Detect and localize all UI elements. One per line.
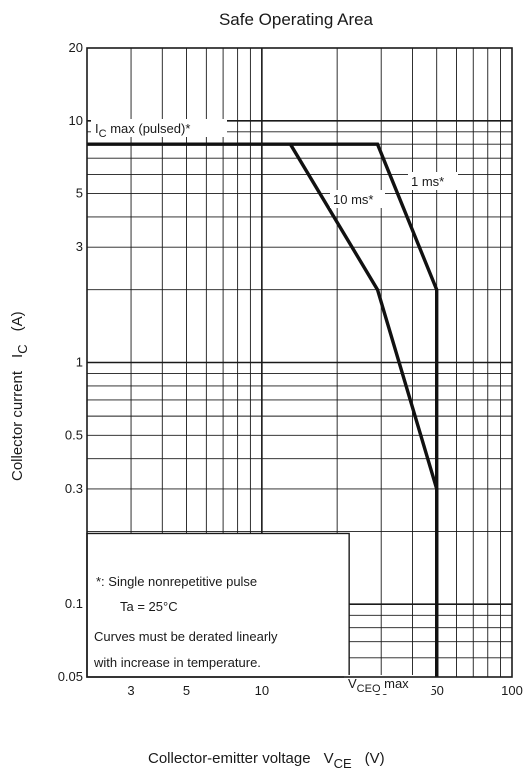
y-axis-label-symbol: I bbox=[9, 354, 26, 358]
x-axis-label-unit: (V) bbox=[365, 750, 385, 767]
note-line-2: Ta = 25°C bbox=[120, 599, 178, 614]
note-line-1: *: Single nonrepetitive pulse bbox=[96, 574, 257, 589]
x-tick-label: 5 bbox=[183, 683, 190, 698]
vceo-max-subscript: CEO bbox=[357, 683, 381, 695]
plot-frame bbox=[86, 47, 513, 678]
y-axis-label-prefix: Collector current bbox=[9, 370, 26, 481]
note-line-3: Curves must be derated linearly bbox=[94, 629, 278, 644]
ic-max-label: IC max (pulsed)* bbox=[95, 121, 190, 140]
label-1ms: 1 ms* bbox=[411, 174, 444, 189]
y-axis-label: Collector current IC (A) bbox=[9, 311, 30, 481]
x-tick-label: 3 bbox=[127, 683, 134, 698]
note-line-4: with increase in temperature. bbox=[93, 655, 261, 670]
x-axis-label-prefix: Collector-emitter voltage bbox=[148, 750, 311, 767]
y-tick-label: 3 bbox=[76, 239, 83, 254]
chart-title: Safe Operating Area bbox=[219, 10, 374, 29]
x-tick-label: 10 bbox=[255, 683, 269, 698]
y-axis-label-unit: (A) bbox=[9, 311, 26, 331]
vceo-max-label: VCEO max bbox=[348, 676, 409, 695]
vceo-max-symbol: V bbox=[348, 676, 357, 691]
x-axis-label-symbol: V bbox=[324, 750, 334, 767]
y-tick-label: 0.05 bbox=[58, 669, 83, 684]
x-tick-label: 100 bbox=[501, 683, 523, 698]
x-axis-label-subscript: CE bbox=[334, 756, 352, 771]
y-tick-label: 5 bbox=[76, 186, 83, 201]
label-10ms: 10 ms* bbox=[333, 192, 373, 207]
x-axis-label: Collector-emitter voltage VCE (V) bbox=[148, 750, 385, 771]
x-tick-label: 50 bbox=[429, 683, 443, 698]
y-axis-label-subscript: C bbox=[15, 344, 30, 353]
label-1ms-bg bbox=[408, 172, 458, 190]
y-tick-label: 1 bbox=[76, 355, 83, 370]
soa-curve-1ms bbox=[290, 142, 439, 677]
y-tick-label: 20 bbox=[69, 40, 83, 55]
vceo-max-text: max bbox=[381, 676, 410, 691]
note-box bbox=[86, 532, 350, 678]
y-tick-label: 10 bbox=[69, 113, 83, 128]
y-tick-label: 0.5 bbox=[65, 427, 83, 442]
soa-curves bbox=[87, 142, 439, 677]
ic-max-symbol: I bbox=[95, 121, 99, 136]
label-10ms-bg bbox=[330, 190, 385, 208]
y-tick-label: 0.1 bbox=[65, 596, 83, 611]
ic-max-text: max (pulsed)* bbox=[107, 121, 191, 136]
y-tick-label: 0.3 bbox=[65, 481, 83, 496]
vceo-max-label-bg bbox=[344, 675, 432, 694]
ic-max-subscript: C bbox=[99, 128, 107, 140]
ic-max-label-bg bbox=[91, 119, 227, 137]
